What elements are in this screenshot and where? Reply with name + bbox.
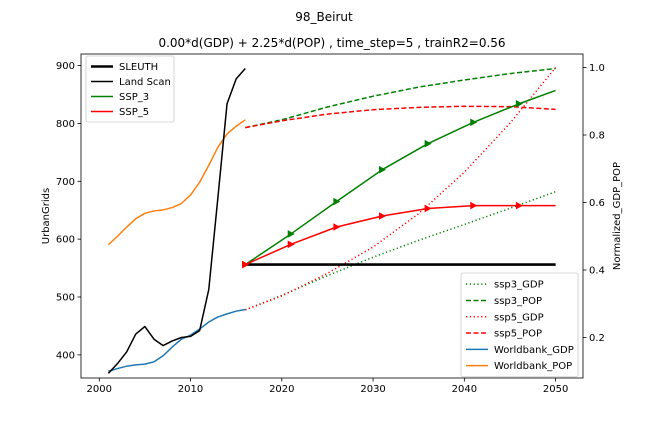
series-line-ssp5-pop — [245, 105, 556, 129]
series-marker-ssp-5 — [333, 223, 341, 231]
y-axis-label-left: UrbanGrids — [41, 188, 52, 244]
series-line-worldbank-pop — [107, 119, 246, 246]
series-marker-ssp-5 — [424, 204, 432, 213]
series-marker-ssp-5 — [470, 201, 478, 210]
plot-area — [107, 67, 557, 374]
y-tick-label-right: 0.6 — [589, 198, 605, 209]
legend-box — [460, 272, 579, 378]
y-tick-label-right: 0.2 — [589, 333, 605, 344]
series-marker-ssp-3 — [287, 230, 295, 238]
axes: 2000 2010 2020 2030 2040 2050 400 500 600 700 800 9… — [56, 53, 605, 395]
x-tick-label: 2030 — [360, 384, 385, 395]
y-tick-label-right: 0.4 — [589, 266, 605, 277]
x-tick-label: 2000 — [87, 384, 112, 395]
series-marker-ssp-5 — [515, 201, 523, 210]
series-marker-ssp-3 — [424, 139, 432, 148]
y-tick-label-right: 1.0 — [589, 63, 605, 74]
legend-label-worldbank-gdp: Worldbank_GDP — [494, 345, 574, 356]
legend-label-ssp3-gdp: ssp3_GDP — [494, 280, 544, 291]
legend-label-land-scan: Land Scan — [119, 77, 171, 88]
series-marker-ssp-5 — [287, 240, 295, 249]
chart-suptitle: 98_Beirut — [295, 10, 353, 24]
chart-title: 0.00*d(GDP) + 2.25*d(POP) , time_step=5 … — [158, 36, 505, 50]
legend-label-ssp3-pop: ssp3_POP — [494, 296, 542, 307]
series-line-worldbank-gdp — [108, 308, 246, 372]
series-marker-ssp-3 — [379, 165, 386, 174]
legend-label-worldbank-pop: Worldbank_POP — [494, 361, 572, 372]
series-line-ssp-3 — [244, 89, 556, 266]
legend-label-ssp5-gdp: ssp5_GDP — [494, 312, 544, 323]
series-line-ssp-5 — [244, 204, 556, 266]
series-marker-ssp-3 — [515, 99, 523, 108]
legend-label-ssp5-pop: ssp5_POP — [494, 329, 542, 340]
y-tick-label-left: 800 — [56, 119, 75, 130]
legend-box — [85, 55, 175, 123]
series-marker-ssp-5 — [379, 212, 386, 220]
legend-right: ssp3_GDP ssp3_POP ssp5_GDP ssp5_POP Worldban… — [460, 272, 579, 378]
y-tick-label-left: 400 — [56, 350, 75, 361]
series-marker-ssp-5 — [242, 260, 250, 269]
x-tick-label: 2050 — [543, 384, 568, 395]
y-axis-label-right: Normalized_GDP_POP — [612, 162, 623, 270]
series-marker-ssp-3 — [333, 197, 341, 206]
axes-frame — [80, 53, 584, 379]
y-tick-label-left: 600 — [56, 235, 75, 246]
legend-label-ssp-5: SSP_5 — [119, 107, 149, 118]
legend-left: SLEUTH Land Scan SSP_3 SSP_5 — [85, 55, 175, 123]
series-marker-ssp-3 — [470, 118, 478, 127]
legend-label-sleuth: SLEUTH — [119, 62, 158, 73]
y-tick-label-right: 0.8 — [589, 131, 605, 142]
y-tick-label-left: 900 — [56, 61, 75, 72]
y-tick-label-left: 500 — [56, 293, 75, 304]
legend-label-ssp-3: SSP_3 — [119, 92, 149, 103]
x-tick-label: 2040 — [452, 384, 477, 395]
x-tick-label: 2010 — [178, 384, 203, 395]
x-tick-label: 2020 — [269, 384, 294, 395]
y-tick-label-left: 700 — [56, 177, 75, 188]
series-line-land-scan — [107, 67, 246, 374]
series-line-ssp3-pop — [245, 67, 556, 129]
